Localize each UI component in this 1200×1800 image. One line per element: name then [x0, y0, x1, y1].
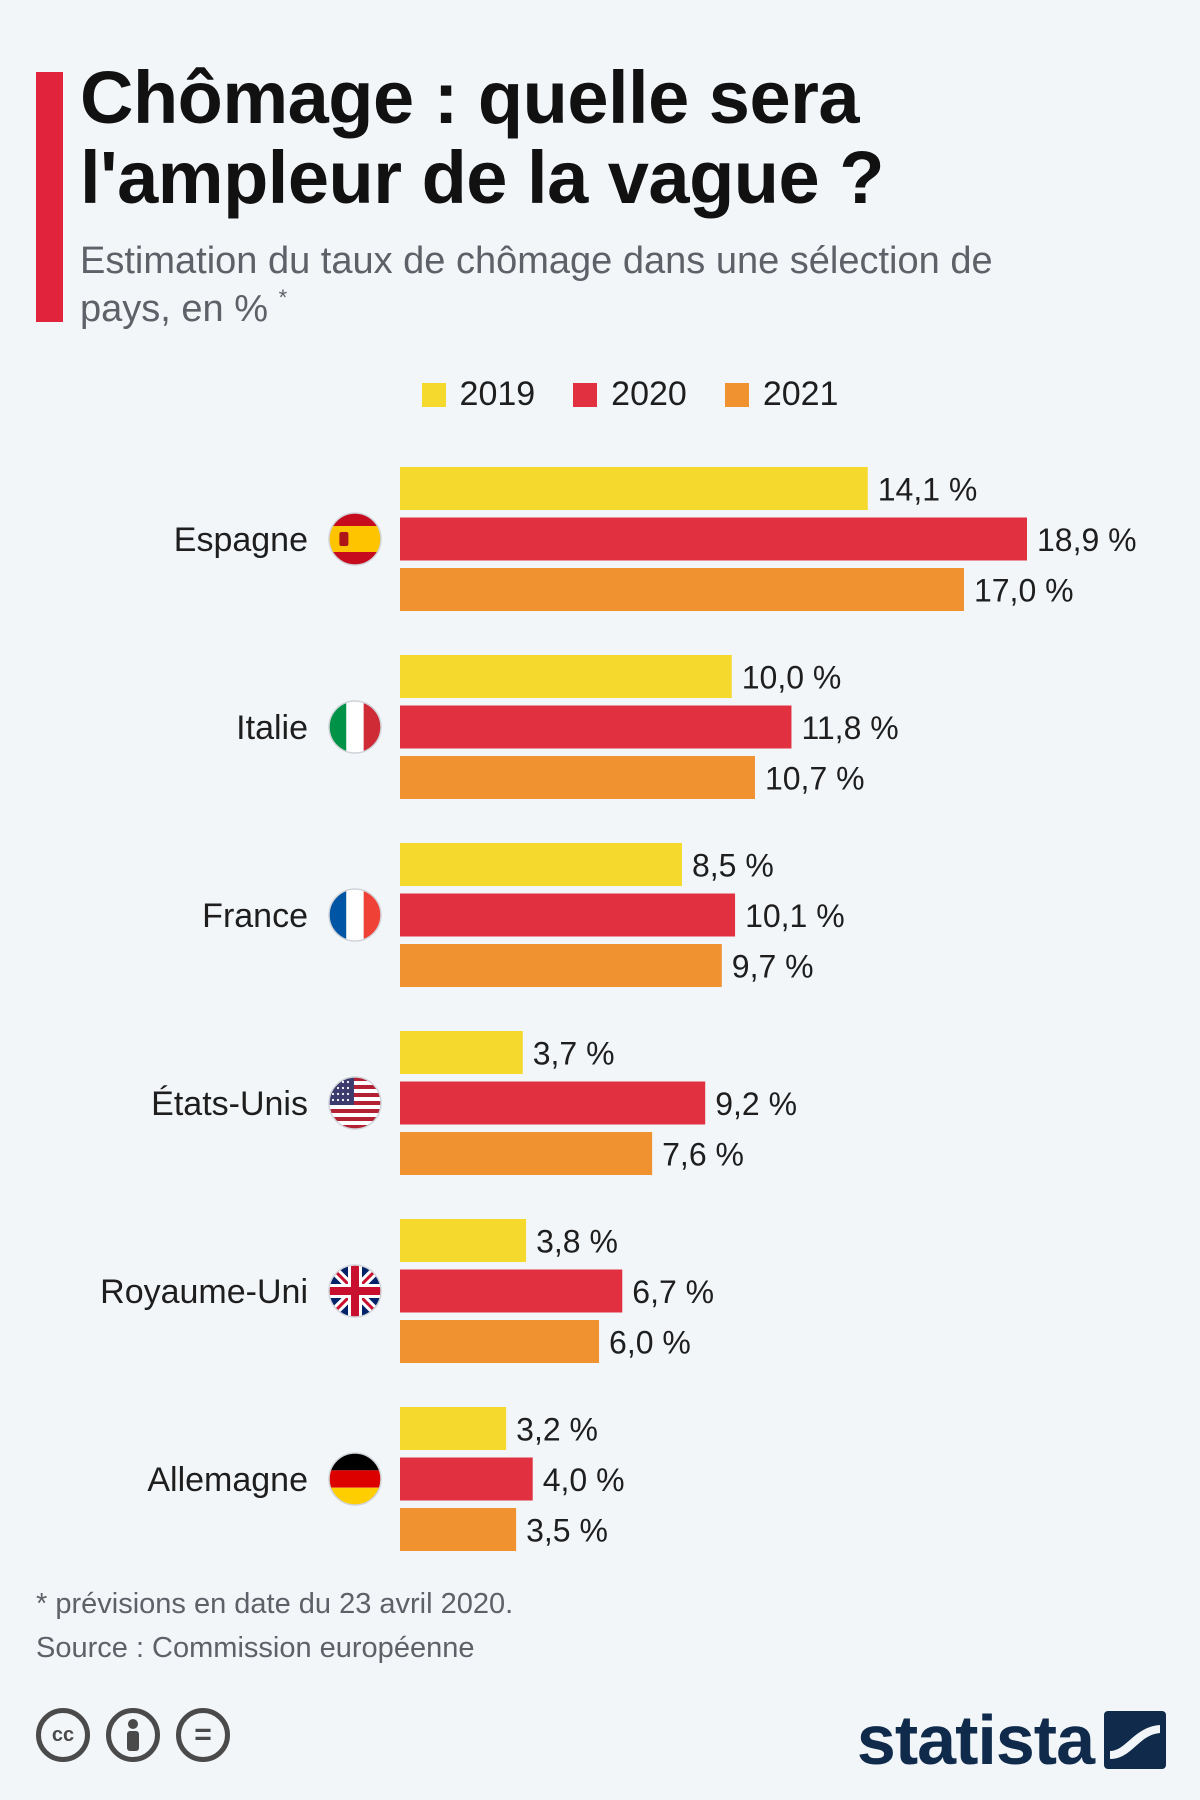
bar-2021 — [400, 1320, 600, 1363]
cc-icon-label: cc — [51, 1723, 75, 1746]
no-derivatives-icon[interactable]: = — [176, 1708, 230, 1762]
bar-2020 — [400, 893, 736, 937]
value-label-2021: 3,5 % — [526, 1513, 608, 1549]
value-label-2020: 18,9 % — [1037, 522, 1137, 558]
person-glyph — [127, 1719, 139, 1751]
bar-2021 — [400, 1508, 517, 1551]
bar-2020 — [400, 1457, 533, 1501]
legend-item-2020: 2020 — [573, 375, 687, 414]
subtitle-text: Estimation du taux de chômage dans une s… — [80, 240, 993, 330]
attribution-icon[interactable] — [106, 1708, 160, 1762]
bar-2020 — [400, 517, 1027, 561]
value-label-2019: 8,5 % — [692, 848, 774, 884]
source-note: Source : Commission européenne — [36, 1632, 475, 1664]
brand-name: statista — [856, 1701, 1095, 1779]
value-label-2021: 9,7 % — [732, 949, 814, 985]
bar-2020 — [400, 1081, 706, 1125]
statista-logo[interactable]: statista — [857, 1700, 1166, 1780]
license-icons: cc = — [36, 1708, 230, 1762]
country-label: Espagne — [174, 521, 308, 559]
bar-2019 — [400, 1219, 527, 1262]
value-label-2020: 9,2 % — [715, 1086, 797, 1122]
italy-flag-icon — [328, 700, 382, 754]
page-subtitle: Estimation du taux de chômage dans une s… — [80, 238, 1080, 334]
bar-2021 — [400, 1132, 653, 1175]
usa-flag-icon — [328, 1076, 382, 1130]
legend-label-2021: 2021 — [762, 375, 839, 413]
value-label-2021: 6,0 % — [609, 1325, 691, 1361]
germany-flag-icon — [328, 1452, 382, 1506]
footnote: * prévisions en date du 23 avril 2020. — [36, 1588, 514, 1620]
country-label: France — [202, 897, 308, 935]
page-title: Chômage : quelle sera l'ampleur de la va… — [80, 56, 884, 219]
value-label-2019: 3,2 % — [516, 1412, 598, 1448]
legend-swatch-2019 — [421, 382, 446, 407]
bar-2019 — [400, 655, 732, 698]
value-label-2021: 17,0 % — [974, 573, 1074, 609]
france-flag-icon — [328, 888, 382, 942]
bar-2021 — [400, 756, 755, 799]
value-label-2020: 4,0 % — [543, 1462, 625, 1498]
bar-2020 — [400, 705, 792, 749]
bar-2019 — [400, 467, 868, 510]
value-label-2021: 7,6 % — [662, 1137, 744, 1173]
value-label-2019: 10,0 % — [742, 660, 842, 696]
legend-swatch-2020 — [573, 382, 598, 407]
bar-2021 — [400, 568, 964, 611]
legend-item-2019: 2019 — [421, 375, 536, 414]
value-label-2020: 10,1 % — [745, 898, 845, 934]
value-label-2019: 14,1 % — [878, 472, 978, 508]
value-label-2019: 3,7 % — [533, 1036, 615, 1072]
cc-icon[interactable]: cc — [36, 1708, 90, 1762]
country-label: Allemagne — [147, 1461, 308, 1499]
legend-swatch-2021 — [724, 382, 749, 407]
value-label-2021: 10,7 % — [765, 761, 865, 797]
legend-label-2020: 2020 — [611, 375, 687, 413]
legend-label-2019: 2019 — [459, 375, 536, 413]
value-label-2019: 3,8 % — [536, 1224, 618, 1260]
statista-logo-icon — [1104, 1711, 1166, 1769]
title-accent-bar — [36, 72, 63, 322]
bar-2021 — [400, 944, 722, 987]
legend-item-2021: 2021 — [724, 375, 839, 414]
subtitle-footnote-marker: * — [278, 284, 288, 310]
country-label: États-Unis — [151, 1085, 308, 1123]
bar-2019 — [400, 1407, 507, 1450]
bar-2019 — [400, 843, 682, 886]
spain-flag-icon — [328, 512, 382, 566]
bar-2019 — [400, 1031, 523, 1074]
chart-legend: 2019 2020 2021 — [0, 375, 1200, 414]
country-label: Royaume-Uni — [100, 1273, 308, 1311]
country-label: Italie — [236, 709, 308, 747]
bar-2020 — [400, 1269, 623, 1313]
no-derivatives-label: = — [194, 1718, 212, 1751]
value-label-2020: 6,7 % — [632, 1274, 714, 1310]
value-label-2020: 11,8 % — [801, 710, 898, 746]
uk-flag-icon — [328, 1264, 382, 1318]
